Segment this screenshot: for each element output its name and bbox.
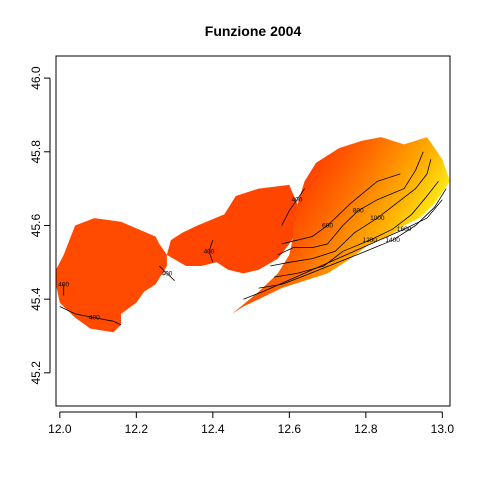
contour-label-1000: 1000	[370, 215, 385, 222]
contour-label-400: 400	[58, 281, 69, 288]
x-tick-label: 12.0	[48, 422, 72, 436]
region-west	[56, 218, 167, 332]
contour-label-1200: 1200	[362, 237, 377, 244]
contour-label-400: 400	[89, 315, 100, 322]
y-tick-label: 45.2	[29, 361, 43, 385]
x-tick-label: 13.0	[431, 422, 455, 436]
contour-label-1600: 1600	[397, 226, 412, 233]
x-axis: 12.0 12.2 12.4 12.6 12.8 13.0	[48, 412, 454, 436]
contour-label-1400: 1400	[385, 237, 400, 244]
x-tick-label: 12.4	[201, 422, 225, 436]
y-tick-label: 45.8	[29, 140, 43, 164]
contour-label-600: 600	[322, 223, 333, 230]
y-tick-label: 45.6	[29, 213, 43, 237]
y-tick-label: 45.4	[29, 287, 43, 311]
y-tick-label: 46.0	[29, 66, 43, 90]
region-center	[167, 185, 301, 274]
chart-title: Funzione 2004	[205, 23, 302, 39]
contour-label-400: 400	[292, 197, 303, 204]
contour-label-400: 400	[204, 248, 215, 255]
x-tick-label: 12.8	[354, 422, 378, 436]
contour-label-400: 400	[161, 270, 172, 277]
y-axis: 45.2 45.4 45.6 45.8 46.0	[29, 66, 50, 384]
x-tick-label: 12.6	[278, 422, 302, 436]
contour-label-800: 800	[353, 208, 364, 215]
x-tick-label: 12.2	[125, 422, 149, 436]
